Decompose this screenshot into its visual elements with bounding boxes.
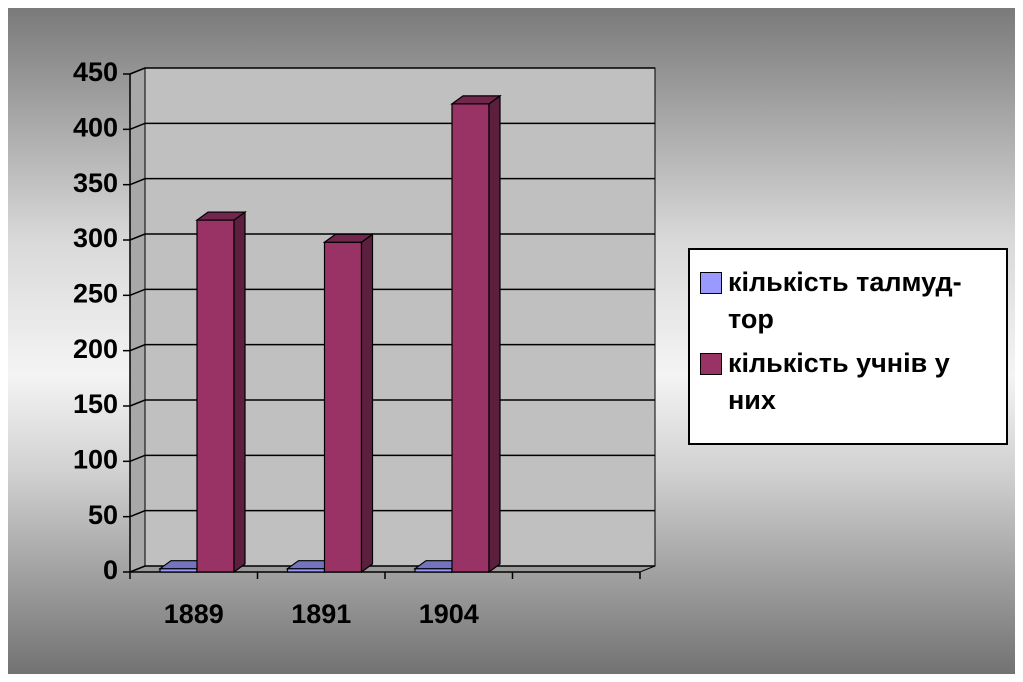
y-tick-label: 200 <box>73 334 118 364</box>
legend-swatch <box>700 353 722 375</box>
bar-face <box>488 94 501 574</box>
y-tick-label: 150 <box>73 389 118 419</box>
bar <box>322 233 375 574</box>
x-tick-label: 1889 <box>164 599 224 629</box>
bar-face <box>196 219 235 573</box>
x-tick-label: 1904 <box>419 599 479 629</box>
legend: кількість талмуд-тор кількість учнів у ни… <box>688 248 1008 445</box>
bar-face <box>322 233 375 243</box>
y-tick-label: 450 <box>73 57 118 87</box>
bar-face <box>451 103 490 573</box>
bar-face <box>195 211 247 221</box>
y-tick-label: 250 <box>73 278 118 308</box>
bar <box>450 94 502 574</box>
y-tick-label: 300 <box>73 223 118 253</box>
y-tick-label: 50 <box>88 500 118 530</box>
legend-swatch <box>700 272 722 294</box>
bar-face <box>233 210 246 574</box>
bar-face <box>360 233 374 574</box>
y-tick-label: 350 <box>73 168 118 198</box>
y-tick-label: 0 <box>103 555 118 585</box>
legend-label: кількість учнів у них <box>728 348 950 415</box>
legend-label: кількість талмуд-тор <box>728 267 962 334</box>
bar-face <box>323 241 363 573</box>
x-tick-label: 1891 <box>291 599 351 629</box>
legend-item: кількість учнів у них <box>700 345 1000 419</box>
y-tick-label: 400 <box>73 112 118 142</box>
side-wall <box>129 67 146 573</box>
y-tick-label: 100 <box>73 444 118 474</box>
bar <box>195 210 247 574</box>
bar-face <box>450 95 502 105</box>
legend-item: кількість талмуд-тор <box>700 264 1000 338</box>
grid-line <box>129 67 655 75</box>
